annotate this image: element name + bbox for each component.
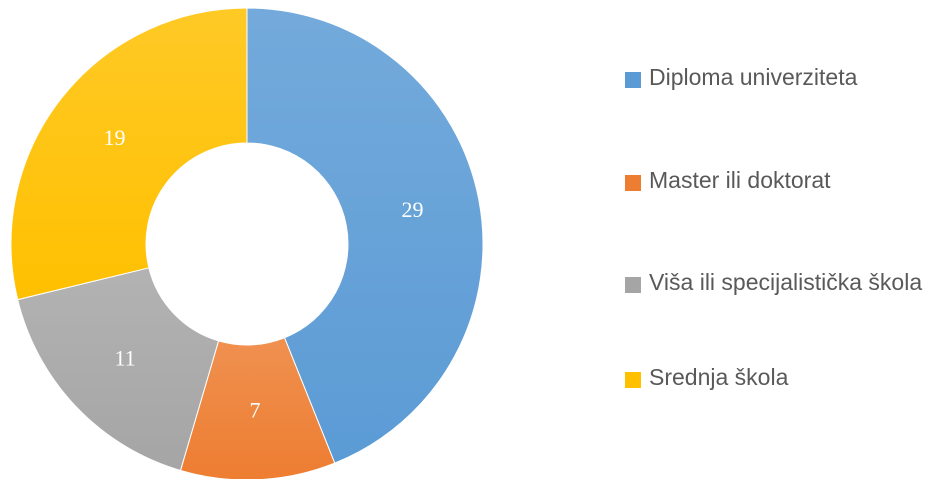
data-label: 11 — [114, 345, 135, 370]
legend-item: Srednja škola — [625, 364, 925, 396]
legend-item: Diploma univerziteta — [625, 64, 925, 96]
legend-label: Srednja škola — [649, 364, 789, 390]
data-label: 19 — [104, 125, 126, 150]
legend-swatch — [625, 175, 641, 191]
legend-swatch — [625, 72, 641, 88]
legend-label: Master ili doktorat — [649, 167, 831, 193]
slice — [17, 267, 220, 472]
slice — [246, 7, 484, 464]
data-label: 29 — [401, 197, 423, 222]
legend-label: Viša ili specijalistička škola — [649, 269, 923, 295]
legend-swatch — [625, 372, 641, 388]
slice — [10, 7, 248, 301]
chart: 29 7 11 19 — [10, 7, 484, 479]
legend-item: Master ili doktorat — [625, 167, 925, 199]
data-label: 7 — [250, 397, 261, 422]
legend-label: Diploma univerziteta — [649, 64, 858, 90]
legend-item: Viša ili specijalistička škola — [625, 269, 925, 301]
legend-swatch — [625, 277, 641, 293]
